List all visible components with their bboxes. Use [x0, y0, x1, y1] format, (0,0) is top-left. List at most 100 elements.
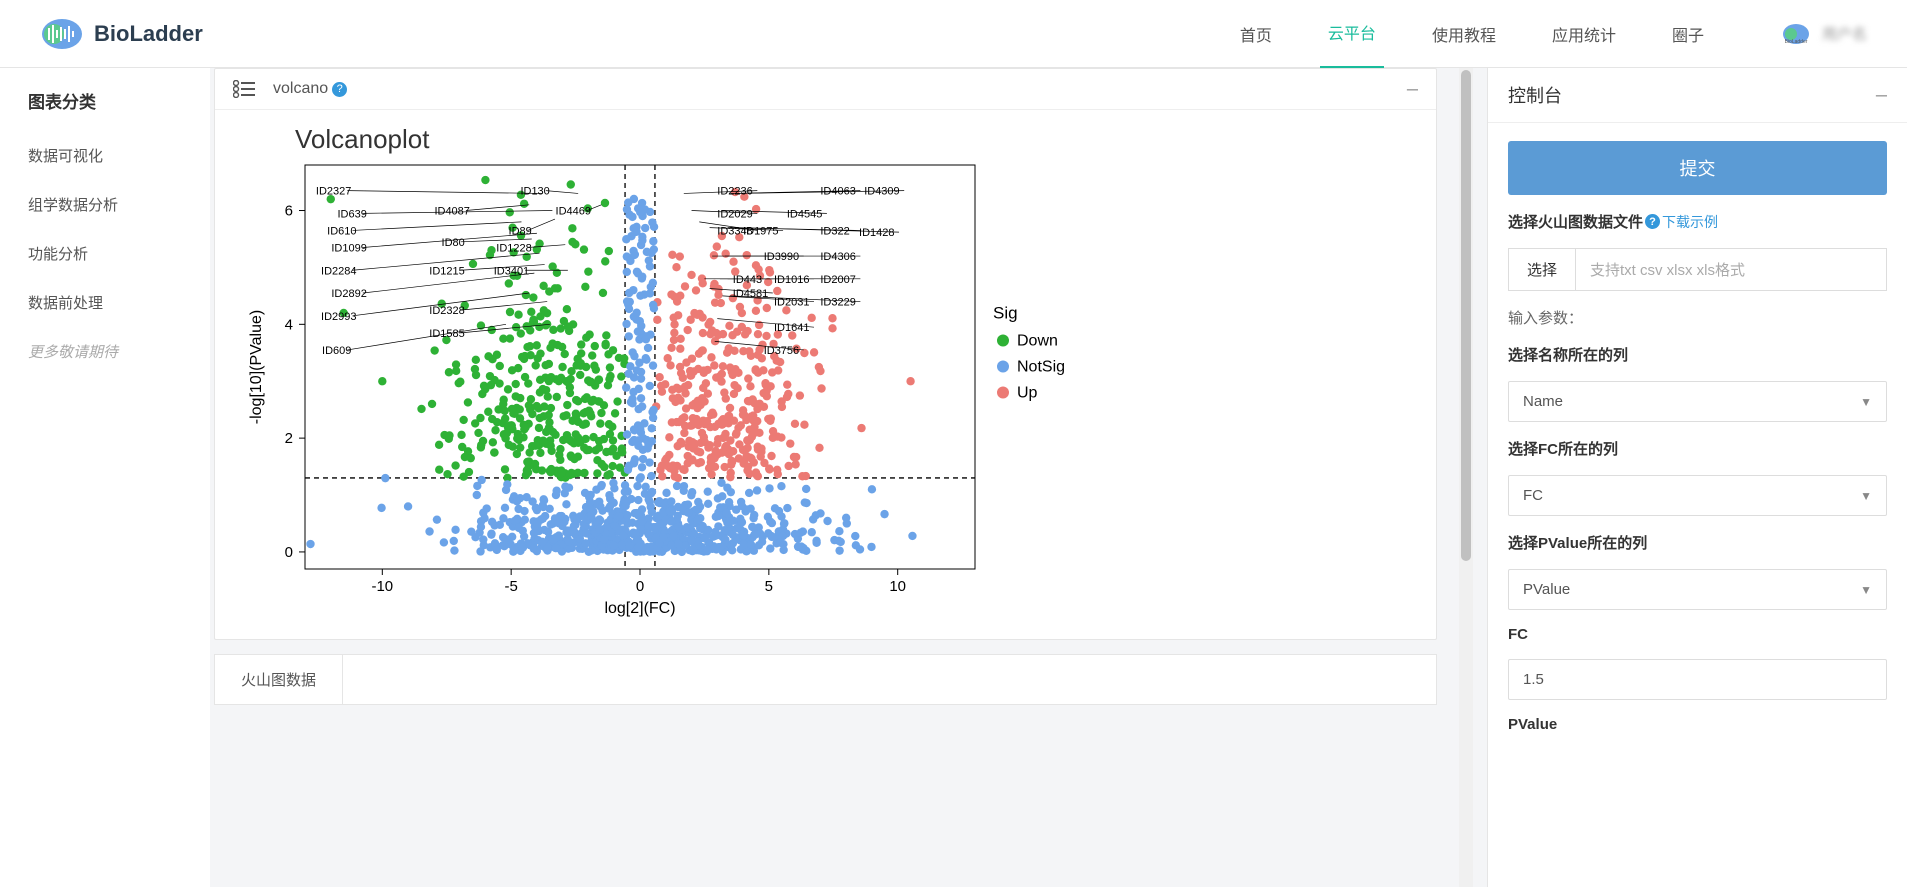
chart-area: Volcanoplot ID2327ID639ID610ID1099ID2284… [215, 110, 1436, 639]
svg-text:ID609: ID609 [322, 345, 351, 357]
svg-text:ID2284: ID2284 [321, 265, 356, 277]
params-label: 输入参数： [1508, 307, 1887, 328]
nav-home[interactable]: 首页 [1232, 0, 1280, 68]
svg-text:ID4309: ID4309 [864, 186, 899, 198]
svg-text:ID80: ID80 [442, 237, 465, 249]
svg-text:Down: Down [1017, 333, 1058, 350]
plot-title: Volcanoplot [295, 124, 1406, 155]
brand-logo[interactable]: BioLadder [40, 17, 203, 51]
submit-button[interactable]: 提交 [1508, 141, 1887, 195]
console-header: 控制台 – [1488, 68, 1907, 123]
svg-text:4: 4 [285, 316, 293, 333]
nav-circle[interactable]: 圈子 [1664, 0, 1712, 68]
tab-volcano-data[interactable]: 火山图数据 [215, 655, 343, 704]
svg-text:0: 0 [636, 578, 644, 595]
file-hint: 支持txt csv xlsx xls格式 [1576, 249, 1886, 290]
pval-col-label: 选择PValue所在的列 [1508, 532, 1887, 553]
content-area: volcano ? – Volcanoplot ID2327ID639ID610… [210, 68, 1907, 887]
file-picker: 选择 支持txt csv xlsx xls格式 [1508, 248, 1887, 291]
file-section-label: 选择火山图数据文件 ? 下载示例 [1508, 211, 1887, 232]
chart-scrollbar[interactable] [1459, 68, 1473, 887]
svg-text:ID4306: ID4306 [820, 251, 855, 263]
name-col-select[interactable]: Name▼ [1508, 381, 1887, 422]
list-toggle-icon[interactable] [233, 80, 255, 98]
svg-text:ID130: ID130 [520, 186, 549, 198]
svg-text:ID610: ID610 [327, 225, 356, 237]
user-logo-icon: BioLadder [1782, 23, 1810, 45]
choose-file-button[interactable]: 选择 [1509, 249, 1576, 290]
svg-text:ID1099: ID1099 [331, 243, 366, 255]
svg-text:ID4545: ID4545 [787, 208, 822, 220]
console-collapse-icon[interactable]: – [1876, 85, 1887, 105]
chart-panel: volcano ? – Volcanoplot ID2327ID639ID610… [214, 68, 1437, 640]
nav-cloud[interactable]: 云平台 [1320, 0, 1384, 69]
svg-text:6: 6 [285, 203, 293, 220]
chevron-down-icon: ▼ [1860, 395, 1872, 409]
svg-text:ID2236: ID2236 [717, 186, 752, 198]
svg-text:ID443: ID443 [733, 274, 762, 286]
download-example-link[interactable]: 下载示例 [1662, 212, 1718, 232]
svg-text:ID4469: ID4469 [556, 206, 591, 218]
fc-label: FC [1508, 626, 1887, 643]
nav-stats[interactable]: 应用统计 [1544, 0, 1624, 68]
svg-text:ID3401: ID3401 [494, 265, 529, 277]
svg-text:ID1215: ID1215 [429, 265, 464, 277]
svg-text:ID89: ID89 [509, 225, 532, 237]
svg-text:BioLadder: BioLadder [1785, 39, 1808, 45]
logo-icon [40, 17, 84, 51]
top-nav: 首页 云平台 使用教程 应用统计 圈子 BioLadder 用户名 [1232, 0, 1867, 69]
fc-col-label: 选择FC所在的列 [1508, 438, 1887, 459]
svg-text:ID1228: ID1228 [496, 243, 531, 255]
svg-text:-log[10](PValue): -log[10](PValue) [248, 310, 265, 424]
svg-text:ID2328: ID2328 [429, 305, 464, 317]
svg-text:ID3990: ID3990 [764, 251, 799, 263]
top-header: BioLadder 首页 云平台 使用教程 应用统计 圈子 BioLadder … [0, 0, 1907, 68]
nav-tutorial[interactable]: 使用教程 [1424, 0, 1504, 68]
help-icon[interactable]: ? [332, 82, 347, 97]
sidebar-item-viz[interactable]: 数据可视化 [0, 131, 210, 180]
svg-text:ID2892: ID2892 [331, 288, 366, 300]
svg-text:ID2993: ID2993 [321, 311, 356, 323]
svg-text:ID2327: ID2327 [316, 186, 351, 198]
svg-text:-10: -10 [371, 578, 393, 595]
svg-text:ID1428: ID1428 [859, 227, 894, 239]
sidebar-item-omics[interactable]: 组学数据分析 [0, 180, 210, 229]
fc-input[interactable] [1508, 659, 1887, 700]
chart-collapse-icon[interactable]: – [1407, 79, 1418, 99]
svg-text:ID2007: ID2007 [820, 274, 855, 286]
svg-text:ID4087: ID4087 [434, 206, 469, 218]
svg-text:ID2029: ID2029 [717, 208, 752, 220]
user-name: 用户名 [1822, 23, 1867, 44]
svg-text:ID1641: ID1641 [774, 322, 809, 334]
svg-text:10: 10 [889, 578, 906, 595]
svg-text:-5: -5 [504, 578, 517, 595]
sidebar-item-more: 更多敬请期待 [0, 327, 210, 376]
fc-col-select[interactable]: FC▼ [1508, 475, 1887, 516]
svg-text:ID322: ID322 [820, 225, 849, 237]
svg-text:ID3756: ID3756 [764, 345, 799, 357]
svg-text:NotSig: NotSig [1017, 359, 1065, 376]
main-layout: 图表分类 数据可视化 组学数据分析 功能分析 数据前处理 更多敬请期待 volc… [0, 68, 1907, 887]
svg-text:ID1975: ID1975 [743, 225, 778, 237]
volcano-plot: ID2327ID639ID610ID1099ID2284ID2892ID2993… [245, 159, 1115, 619]
pvalue-label: PValue [1508, 716, 1887, 733]
name-col-label: 选择名称所在的列 [1508, 344, 1887, 365]
svg-text:ID1016: ID1016 [774, 274, 809, 286]
console-title: 控制台 [1508, 82, 1562, 108]
sidebar-item-preproc[interactable]: 数据前处理 [0, 278, 210, 327]
chevron-down-icon: ▼ [1860, 489, 1872, 503]
svg-text:Up: Up [1017, 385, 1038, 402]
brand-name: BioLadder [94, 21, 203, 47]
svg-text:ID1585: ID1585 [429, 328, 464, 340]
sidebar-item-func[interactable]: 功能分析 [0, 229, 210, 278]
svg-text:Sig: Sig [993, 304, 1018, 323]
file-help-icon[interactable]: ? [1645, 214, 1660, 229]
chevron-down-icon: ▼ [1860, 583, 1872, 597]
user-area[interactable]: BioLadder 用户名 [1782, 23, 1867, 45]
svg-text:log[2](FC): log[2](FC) [604, 600, 675, 617]
pval-col-select[interactable]: PValue▼ [1508, 569, 1887, 610]
svg-text:ID3229: ID3229 [820, 297, 855, 309]
svg-text:5: 5 [765, 578, 773, 595]
chart-panel-header: volcano ? – [215, 69, 1436, 110]
console-panel: 控制台 – 提交 选择火山图数据文件 ? 下载示例 选择 支持txt csv x… [1487, 68, 1907, 887]
